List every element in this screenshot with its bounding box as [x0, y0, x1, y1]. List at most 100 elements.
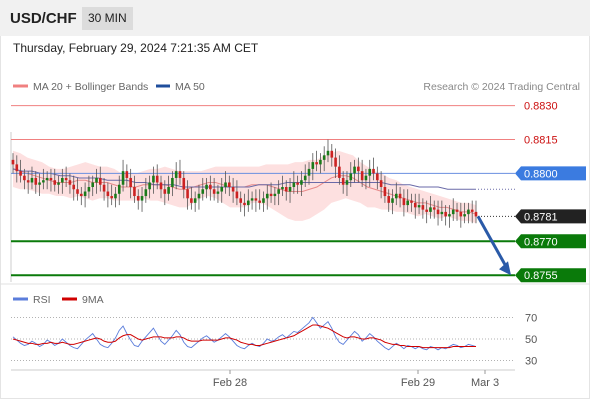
candle-body	[205, 184, 208, 190]
candle-body	[357, 166, 360, 172]
candle-body	[197, 193, 201, 199]
candle-body	[349, 173, 353, 181]
candle-body	[315, 162, 318, 165]
candle-body	[383, 187, 387, 197]
candle-body	[182, 177, 186, 190]
candle-body	[72, 184, 76, 190]
candle-body	[368, 168, 372, 176]
x-tick-label: Feb 29	[401, 377, 435, 389]
candle-body	[326, 150, 330, 156]
candle-body	[148, 182, 151, 190]
candle-body	[136, 196, 140, 201]
candle-body	[296, 182, 299, 185]
candle-body	[64, 177, 68, 181]
candle-body	[76, 189, 79, 194]
candle-body	[114, 193, 117, 199]
candle-body	[26, 180, 30, 183]
candle-body	[53, 180, 57, 185]
candle-body	[444, 211, 447, 217]
support-label-tag	[515, 234, 586, 249]
candle-body	[110, 196, 113, 199]
candle-body	[406, 200, 409, 206]
symbol-title: USD/CHF	[10, 10, 77, 27]
candle-body	[269, 193, 273, 197]
candle-body	[391, 198, 394, 203]
candle-body	[209, 184, 212, 190]
candle-body	[152, 175, 155, 183]
candle-body	[417, 205, 421, 208]
candle-body	[338, 166, 341, 178]
rsi-ma-legend-label: 9MA	[82, 294, 104, 306]
candle-body	[429, 207, 432, 212]
candle-body	[341, 177, 345, 185]
candle-body	[395, 193, 398, 199]
candle-body	[91, 182, 94, 187]
last-price-label: 0.8781	[524, 211, 558, 223]
ma50-legend-label: MA 50	[175, 81, 205, 93]
candle-body	[303, 175, 307, 181]
candle-body	[155, 175, 159, 183]
candle-body	[15, 164, 19, 172]
candle-body	[364, 175, 368, 181]
candle-body	[102, 184, 106, 192]
candle-body	[117, 184, 121, 194]
x-tick-label: Mar 3	[471, 377, 499, 389]
candle-body	[212, 189, 216, 194]
candle-body	[68, 180, 72, 185]
candle-body	[163, 189, 167, 194]
timeframe-badge[interactable]: 30 MIN	[82, 7, 133, 30]
candle-body	[360, 171, 364, 181]
candle-body	[265, 193, 269, 199]
candle-body	[353, 166, 356, 174]
candle-body	[174, 171, 178, 178]
candle-body	[281, 187, 284, 190]
candle-body	[292, 182, 296, 187]
candle-body	[372, 168, 375, 174]
candle-body	[463, 214, 466, 217]
ma20-legend-label: MA 20 + Bollinger Bands	[33, 81, 148, 93]
candle-body	[87, 187, 91, 192]
forecast-arrow-head	[499, 261, 511, 276]
rsi-tick-label: 50	[525, 334, 537, 346]
candle-body	[106, 191, 110, 197]
candle-body	[425, 209, 428, 212]
candle-body	[474, 211, 478, 217]
x-tick-label: Feb 28	[213, 377, 247, 389]
candle-body	[254, 198, 258, 201]
candle-body	[376, 173, 379, 181]
candle-body	[262, 198, 265, 203]
candle-body	[440, 211, 444, 215]
candle-body	[243, 202, 246, 206]
candle-body	[345, 180, 349, 185]
support-label: 0.8770	[524, 236, 558, 248]
candle-body	[228, 182, 231, 187]
candle-body	[125, 171, 129, 178]
candle-body	[239, 198, 243, 203]
candle-body	[284, 187, 288, 192]
candle-body	[220, 187, 224, 192]
candle-body	[319, 159, 322, 165]
resistance-label: 0.8815	[524, 135, 558, 147]
candle-body	[98, 177, 102, 185]
candle-body	[470, 209, 474, 212]
candle-body	[167, 187, 170, 194]
support-label: 0.8755	[524, 270, 558, 282]
candle-body	[258, 200, 261, 203]
candle-body	[190, 198, 193, 203]
rsi-legend-label: RSI	[33, 294, 51, 306]
candle-body	[83, 191, 87, 197]
candle-body	[45, 177, 49, 181]
candle-body	[19, 171, 22, 176]
candle-body	[387, 196, 391, 203]
candle-body	[311, 162, 315, 169]
candle-body	[186, 189, 189, 199]
candle-body	[334, 157, 337, 167]
candle-body	[288, 187, 292, 192]
chart-timestamp: Thursday, February 29, 2024 7:21:35 AM C…	[13, 41, 259, 55]
candle-body	[410, 200, 413, 203]
candle-body	[451, 209, 455, 215]
candle-body	[201, 189, 205, 194]
candle-body	[413, 202, 417, 208]
pivot-label-tag	[515, 166, 586, 181]
